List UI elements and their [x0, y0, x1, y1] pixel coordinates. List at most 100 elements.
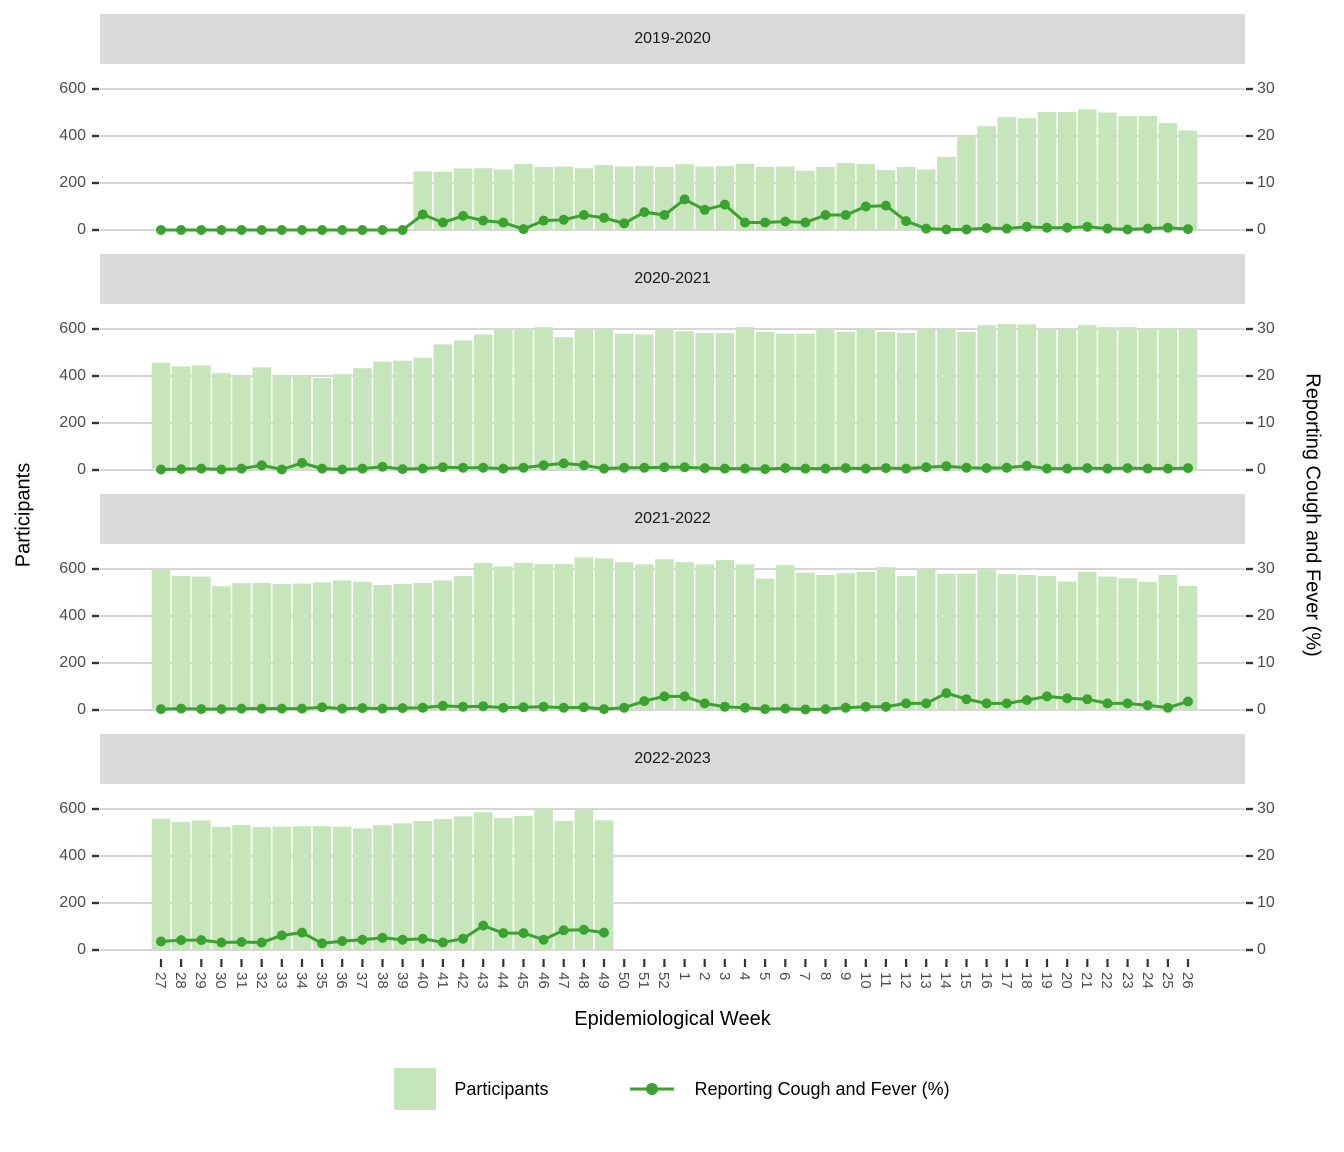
y-right-tick-label: 10 — [1257, 894, 1275, 911]
x-axis-tick-label: 36 — [333, 972, 351, 989]
x-axis-tick-label: 12 — [897, 972, 915, 989]
y-right-tick-label: 20 — [1257, 847, 1275, 864]
x-axis-tick-label: 18 — [1017, 972, 1035, 989]
x-axis-tick-label: 29 — [192, 972, 210, 989]
legend-key-bar-swatch — [394, 1068, 437, 1110]
y-right-tick-label: 20 — [1257, 367, 1275, 384]
facet-strip: 2021-2022 — [100, 494, 1245, 544]
x-axis-tick-label: 34 — [292, 972, 310, 989]
x-axis-tick-label: 37 — [353, 972, 371, 989]
x-axis-tick-label: 42 — [454, 972, 472, 989]
y-right-tick-label: 30 — [1257, 320, 1275, 337]
y-left-tick-label: 200 — [59, 654, 86, 671]
x-axis-tick-label: 39 — [393, 972, 411, 989]
legend-key-line-marker — [630, 1083, 675, 1095]
facet-strip: 2019-2020 — [100, 14, 1245, 64]
x-axis-tick-label: 44 — [494, 972, 512, 989]
y-right-tick-label: 20 — [1257, 607, 1275, 624]
y-left-tick-label: 0 — [77, 221, 86, 238]
x-axis-tick-label: 22 — [1098, 972, 1116, 989]
facet-plot-area — [92, 807, 1253, 967]
x-axis-tick-label: 14 — [937, 972, 955, 989]
y-left-tick-label: 600 — [59, 320, 86, 337]
x-axis-tick-label: 31 — [232, 972, 250, 989]
y-right-tick-label: 0 — [1257, 461, 1266, 478]
x-axis-tick-label: 8 — [816, 972, 834, 981]
y-left-tick-label: 0 — [77, 461, 86, 478]
y-left-tick-label: 200 — [59, 414, 86, 431]
x-axis-tick-label: 3 — [715, 972, 733, 981]
facet-title: 2021-2022 — [634, 510, 711, 527]
y-left-tick-label: 0 — [77, 701, 86, 718]
facet-2019-2020: 2019-2020 0 0 200 10 400 20 600 30 — [0, 14, 1344, 247]
x-axis-tick-label: 41 — [433, 972, 451, 989]
y-right-tick-label: 30 — [1257, 800, 1275, 817]
y-left-tick-label: 600 — [59, 800, 86, 817]
x-axis-tick-label: 46 — [534, 972, 552, 989]
y-left-tick-label: 400 — [59, 127, 86, 144]
x-axis-tick-label: 43 — [474, 972, 492, 989]
facet-strip: 2020-2021 — [100, 254, 1245, 304]
x-axis-tick-label: 50 — [615, 972, 633, 989]
x-axis-tick-label: 20 — [1058, 972, 1076, 989]
y-left-tick-label: 400 — [59, 367, 86, 384]
y-left-tick-label: 600 — [59, 560, 86, 577]
facet-title: 2020-2021 — [634, 270, 711, 287]
legend: Participants Reporting Cough and Fever (… — [0, 1068, 1344, 1110]
facet-2022-2023: 2022-2023 0 0 200 10 400 20 600 30 — [0, 734, 1344, 967]
y-right-tick-label: 30 — [1257, 80, 1275, 97]
facet-title: 2022-2023 — [634, 750, 711, 767]
y-right-tick-label: 20 — [1257, 127, 1275, 144]
x-axis-tick-label: 6 — [776, 972, 794, 981]
y-right-tick-label: 10 — [1257, 654, 1275, 671]
x-axis-tick-label: 2 — [695, 972, 713, 981]
y-left-tick-label: 400 — [59, 607, 86, 624]
x-axis-tick-label: 4 — [735, 972, 753, 981]
y-right-tick-label: 30 — [1257, 560, 1275, 577]
y-right-tick-label: 10 — [1257, 414, 1275, 431]
y-left-tick-label: 0 — [77, 941, 86, 958]
x-axis-tick-label: 17 — [997, 972, 1015, 989]
y-right-tick-label: 0 — [1257, 701, 1266, 718]
x-axis-tick-label: 7 — [796, 972, 814, 981]
x-axis-tick-label: 48 — [574, 972, 592, 989]
legend-item-cough-fever: Reporting Cough and Fever (%) — [628, 1079, 950, 1100]
x-axis-tick-label: 40 — [413, 972, 431, 989]
y-right-tick-label: 0 — [1257, 941, 1266, 958]
x-axis-tick-label: 23 — [1118, 972, 1136, 989]
x-axis-tick-label: 45 — [514, 972, 532, 989]
x-axis-tick-label: 16 — [977, 972, 995, 989]
x-axis-tick-label: 15 — [957, 972, 975, 989]
x-axis-tick-label: 13 — [917, 972, 935, 989]
y-left-tick-label: 600 — [59, 80, 86, 97]
x-axis-tick-label: 21 — [1078, 972, 1096, 989]
x-axis-tick-label: 30 — [212, 972, 230, 989]
x-axis-tick-label: 49 — [595, 972, 613, 989]
x-axis-tick-label: 33 — [272, 972, 290, 989]
facet-2021-2022: 2021-2022 0 0 200 10 400 20 600 30 — [0, 494, 1344, 727]
y-right-tick-label: 0 — [1257, 221, 1266, 238]
legend-item-participants: Participants — [394, 1068, 548, 1110]
x-axis-title: Epidemiological Week — [574, 1008, 771, 1030]
x-axis-labels: 27 28 29 30 31 32 33 34 35 36 37 38 39 40 41 42 43 44 45 46… — [0, 970, 1344, 1012]
x-axis-tick-label: 5 — [756, 972, 774, 981]
x-axis-tick-label: 38 — [373, 972, 391, 989]
x-axis-tick-label: 9 — [836, 972, 854, 981]
x-axis-tick-label: 28 — [172, 972, 190, 989]
y-right-tick-label: 10 — [1257, 174, 1275, 191]
y-left-tick-label: 200 — [59, 174, 86, 191]
facet-2020-2021: 2020-2021 0 0 200 10 400 20 600 30 — [0, 254, 1344, 487]
y-left-tick-label: 200 — [59, 894, 86, 911]
legend-label-participants: Participants — [454, 1078, 549, 1099]
x-axis-tick-label: 11 — [876, 972, 894, 988]
x-axis-tick-label: 10 — [856, 972, 874, 989]
x-axis-tick-label: 25 — [1158, 972, 1176, 989]
facet-plot-area — [92, 87, 1253, 235]
x-axis-tick-label: 19 — [1038, 972, 1056, 989]
x-axis-tick-label: 51 — [635, 972, 653, 989]
x-axis-tick-label: 35 — [313, 972, 331, 989]
x-axis-tick-label: 24 — [1138, 972, 1156, 989]
y-left-tick-label: 400 — [59, 847, 86, 864]
facet-plot-area — [92, 323, 1253, 475]
